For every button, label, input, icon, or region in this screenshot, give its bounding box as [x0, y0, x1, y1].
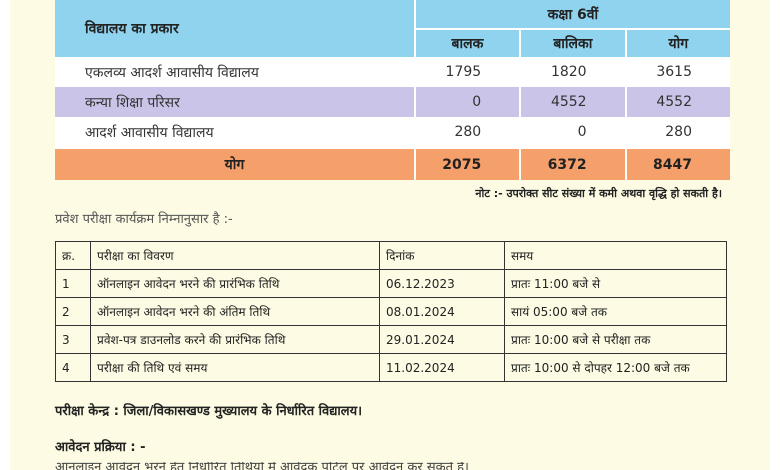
grand-total-row: योग 2075 6372 8447: [55, 147, 730, 180]
girls-count: 4552: [519, 87, 626, 117]
exam-date: 06.12.2023: [379, 269, 505, 298]
exam-schedule-intro: प्रवेश परीक्षा कार्यक्रम निम्नानुसार है …: [55, 212, 233, 227]
girls-count: 1820: [519, 57, 626, 87]
grand-total-boys: 2075: [413, 147, 521, 180]
table-row: एकलव्य आदर्श आवासीय विद्यालय 1795 1820 3…: [55, 57, 730, 87]
exam-date: 29.01.2024: [379, 325, 505, 354]
col-total: योग: [624, 28, 730, 57]
exam-detail: परीक्षा की तिथि एवं समय: [90, 353, 380, 382]
exam-time: सायं 05:00 बजे तक: [504, 297, 727, 326]
total-count: 280: [624, 117, 730, 148]
boys-count: 280: [413, 117, 521, 148]
table-row: आदर्श आवासीय विद्यालय 280 0 280: [55, 117, 730, 148]
boys-count: 1795: [413, 57, 521, 87]
exam-detail: प्रवेश-पत्र डाउनलोड करने की प्रारंभिक ति…: [90, 325, 380, 354]
table-row: 4 परीक्षा की तिथि एवं समय 11.02.2024 प्र…: [55, 353, 727, 382]
col-detail: परीक्षा का विवरण: [90, 241, 380, 270]
col-date: दिनांक: [379, 241, 505, 270]
document-page: विद्यालय का प्रकार कक्षा 6वीं बालक बालिक…: [10, 0, 770, 470]
col-time: समय: [504, 241, 727, 270]
grand-total-girls: 6372: [519, 147, 626, 180]
exam-time: प्रातः 10:00 से दोपहर 12:00 बजे तक: [504, 353, 727, 382]
exam-center-text: परीक्षा केन्द्र : जिला/विकासखण्ड मुख्याल…: [55, 404, 363, 419]
school-name: कन्या शिक्षा परिसर: [55, 87, 415, 117]
girls-count: 0: [519, 117, 626, 148]
col-girls: बालिका: [519, 28, 626, 57]
exam-sno: 4: [55, 353, 91, 382]
boys-count: 0: [413, 87, 521, 117]
seat-table: विद्यालय का प्रकार कक्षा 6वीं बालक बालिक…: [55, 0, 730, 180]
application-process-heading: आवेदन प्रक्रिया : -: [55, 440, 146, 455]
school-name: एकलव्य आदर्श आवासीय विद्यालय: [55, 57, 415, 87]
col-boys: बालक: [413, 28, 521, 57]
grand-total-all: 8447: [624, 147, 730, 180]
exam-detail: ऑनलाइन आवेदन भरने की प्रारंभिक तिथि: [90, 269, 380, 298]
exam-time: प्रातः 10:00 बजे से परीक्षा तक: [504, 325, 727, 354]
col-class-6: कक्षा 6वीं: [413, 0, 730, 29]
total-count: 4552: [624, 87, 730, 117]
table-row: 2 ऑनलाइन आवेदन भरने की अंतिम तिथि 08.01.…: [55, 297, 727, 326]
cutoff-paragraph: ऑनलाइन आवेदन भरने हेतु निर्धारित तिथियों…: [55, 462, 469, 470]
table-row: कन्या शिक्षा परिसर 0 4552 4552: [55, 87, 730, 117]
col-school-type: विद्यालय का प्रकार: [55, 0, 416, 57]
exam-sno: 1: [55, 269, 91, 298]
exam-date: 11.02.2024: [379, 353, 505, 382]
table-row: 1 ऑनलाइन आवेदन भरने की प्रारंभिक तिथि 06…: [55, 269, 727, 298]
total-count: 3615: [624, 57, 730, 87]
exam-sno: 2: [55, 297, 91, 326]
exam-schedule-table: क्र. परीक्षा का विवरण दिनांक समय 1 ऑनलाइ…: [55, 241, 727, 382]
exam-detail: ऑनलाइन आवेदन भरने की अंतिम तिथि: [90, 297, 380, 326]
school-name: आदर्श आवासीय विद्यालय: [55, 117, 415, 148]
exam-table-header: क्र. परीक्षा का विवरण दिनांक समय: [55, 241, 727, 270]
exam-date: 08.01.2024: [379, 297, 505, 326]
col-sno: क्र.: [55, 241, 91, 270]
exam-time: प्रातः 11:00 बजे से: [504, 269, 727, 298]
seat-note: नोट :- उपरोक्त सीट संख्या में कमी अथवा व…: [475, 187, 722, 200]
grand-total-label: योग: [55, 147, 415, 180]
exam-sno: 3: [55, 325, 91, 354]
table-row: 3 प्रवेश-पत्र डाउनलोड करने की प्रारंभिक …: [55, 325, 727, 354]
